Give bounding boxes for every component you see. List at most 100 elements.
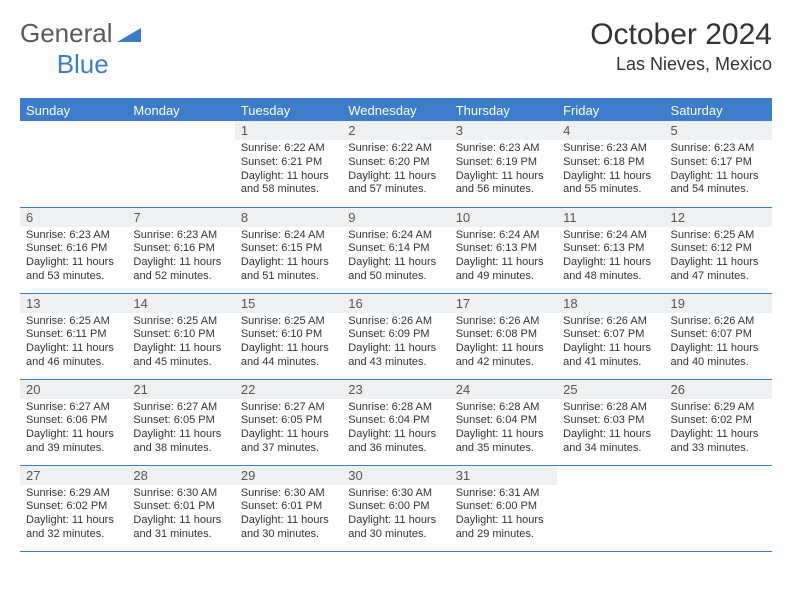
sunrise-text: Sunrise: 6:28 AM	[563, 401, 658, 415]
day-content: Sunrise: 6:29 AMSunset: 6:02 PMDaylight:…	[20, 485, 127, 546]
day-content: Sunrise: 6:28 AMSunset: 6:03 PMDaylight:…	[557, 399, 664, 460]
day-content: Sunrise: 6:23 AMSunset: 6:18 PMDaylight:…	[557, 140, 664, 201]
calendar-cell: 17Sunrise: 6:26 AMSunset: 6:08 PMDayligh…	[450, 293, 557, 379]
day-number: 19	[665, 294, 772, 313]
sunrise-text: Sunrise: 6:25 AM	[241, 315, 336, 329]
day-number: 9	[342, 208, 449, 227]
sunrise-text: Sunrise: 6:26 AM	[563, 315, 658, 329]
day-number: 7	[127, 208, 234, 227]
day-number: 24	[450, 380, 557, 399]
daylight-text: Daylight: 11 hours and 30 minutes.	[241, 514, 336, 542]
calendar-cell: 31Sunrise: 6:31 AMSunset: 6:00 PMDayligh…	[450, 465, 557, 551]
daylight-text: Daylight: 11 hours and 34 minutes.	[563, 428, 658, 456]
day-number: 22	[235, 380, 342, 399]
day-number: 14	[127, 294, 234, 313]
sunrise-text: Sunrise: 6:26 AM	[348, 315, 443, 329]
sunset-text: Sunset: 6:00 PM	[348, 500, 443, 514]
day-content: Sunrise: 6:25 AMSunset: 6:10 PMDaylight:…	[235, 313, 342, 374]
calendar-body: 1Sunrise: 6:22 AMSunset: 6:21 PMDaylight…	[20, 121, 772, 551]
sunset-text: Sunset: 6:05 PM	[133, 414, 228, 428]
calendar-cell: 2Sunrise: 6:22 AMSunset: 6:20 PMDaylight…	[342, 121, 449, 207]
sunrise-text: Sunrise: 6:28 AM	[348, 401, 443, 415]
sunrise-text: Sunrise: 6:28 AM	[456, 401, 551, 415]
day-content: Sunrise: 6:24 AMSunset: 6:15 PMDaylight:…	[235, 227, 342, 288]
day-header: Sunday	[20, 99, 127, 121]
sunrise-text: Sunrise: 6:23 AM	[26, 229, 121, 243]
day-header: Monday	[127, 99, 234, 121]
day-content: Sunrise: 6:26 AMSunset: 6:08 PMDaylight:…	[450, 313, 557, 374]
logo-triangle-icon	[117, 18, 141, 49]
day-number: 4	[557, 121, 664, 140]
sunset-text: Sunset: 6:16 PM	[26, 242, 121, 256]
calendar-cell: 12Sunrise: 6:25 AMSunset: 6:12 PMDayligh…	[665, 207, 772, 293]
day-content: Sunrise: 6:25 AMSunset: 6:11 PMDaylight:…	[20, 313, 127, 374]
day-header: Wednesday	[342, 99, 449, 121]
sunset-text: Sunset: 6:04 PM	[348, 414, 443, 428]
day-content: Sunrise: 6:26 AMSunset: 6:07 PMDaylight:…	[665, 313, 772, 374]
sunrise-text: Sunrise: 6:26 AM	[456, 315, 551, 329]
calendar-cell: 21Sunrise: 6:27 AMSunset: 6:05 PMDayligh…	[127, 379, 234, 465]
day-content: Sunrise: 6:30 AMSunset: 6:00 PMDaylight:…	[342, 485, 449, 546]
daylight-text: Daylight: 11 hours and 33 minutes.	[671, 428, 766, 456]
daylight-text: Daylight: 11 hours and 41 minutes.	[563, 342, 658, 370]
daylight-text: Daylight: 11 hours and 45 minutes.	[133, 342, 228, 370]
sunset-text: Sunset: 6:16 PM	[133, 242, 228, 256]
sunrise-text: Sunrise: 6:23 AM	[133, 229, 228, 243]
page-title: October 2024	[590, 18, 772, 52]
sunset-text: Sunset: 6:07 PM	[671, 328, 766, 342]
day-content: Sunrise: 6:30 AMSunset: 6:01 PMDaylight:…	[127, 485, 234, 546]
day-content: Sunrise: 6:28 AMSunset: 6:04 PMDaylight:…	[342, 399, 449, 460]
day-number: 26	[665, 380, 772, 399]
calendar-cell: 9Sunrise: 6:24 AMSunset: 6:14 PMDaylight…	[342, 207, 449, 293]
sunrise-text: Sunrise: 6:24 AM	[563, 229, 658, 243]
day-number: 13	[20, 294, 127, 313]
day-content: Sunrise: 6:24 AMSunset: 6:13 PMDaylight:…	[557, 227, 664, 288]
day-content: Sunrise: 6:23 AMSunset: 6:16 PMDaylight:…	[127, 227, 234, 288]
calendar-cell: 23Sunrise: 6:28 AMSunset: 6:04 PMDayligh…	[342, 379, 449, 465]
calendar-cell: 20Sunrise: 6:27 AMSunset: 6:06 PMDayligh…	[20, 379, 127, 465]
logo-text-blue: Blue	[57, 49, 109, 80]
sunrise-text: Sunrise: 6:29 AM	[26, 487, 121, 501]
sunset-text: Sunset: 6:11 PM	[26, 328, 121, 342]
calendar-cell: 3Sunrise: 6:23 AMSunset: 6:19 PMDaylight…	[450, 121, 557, 207]
calendar-row: 27Sunrise: 6:29 AMSunset: 6:02 PMDayligh…	[20, 465, 772, 551]
day-number: 3	[450, 121, 557, 140]
daylight-text: Daylight: 11 hours and 38 minutes.	[133, 428, 228, 456]
daylight-text: Daylight: 11 hours and 29 minutes.	[456, 514, 551, 542]
day-content: Sunrise: 6:25 AMSunset: 6:12 PMDaylight:…	[665, 227, 772, 288]
sunset-text: Sunset: 6:06 PM	[26, 414, 121, 428]
logo: General	[20, 18, 143, 49]
calendar-cell: 1Sunrise: 6:22 AMSunset: 6:21 PMDaylight…	[235, 121, 342, 207]
day-number: 27	[20, 466, 127, 485]
calendar-cell: 27Sunrise: 6:29 AMSunset: 6:02 PMDayligh…	[20, 465, 127, 551]
calendar-row: 13Sunrise: 6:25 AMSunset: 6:11 PMDayligh…	[20, 293, 772, 379]
calendar-row: 1Sunrise: 6:22 AMSunset: 6:21 PMDaylight…	[20, 121, 772, 207]
sunrise-text: Sunrise: 6:30 AM	[133, 487, 228, 501]
calendar-cell: 6Sunrise: 6:23 AMSunset: 6:16 PMDaylight…	[20, 207, 127, 293]
sunset-text: Sunset: 6:01 PM	[241, 500, 336, 514]
sunset-text: Sunset: 6:09 PM	[348, 328, 443, 342]
title-block: October 2024 Las Nieves, Mexico	[590, 18, 772, 75]
calendar-cell: 16Sunrise: 6:26 AMSunset: 6:09 PMDayligh…	[342, 293, 449, 379]
calendar-cell	[665, 465, 772, 551]
daylight-text: Daylight: 11 hours and 51 minutes.	[241, 256, 336, 284]
logo-text-general: General	[20, 18, 113, 49]
day-number: 10	[450, 208, 557, 227]
day-number: 12	[665, 208, 772, 227]
sunset-text: Sunset: 6:10 PM	[241, 328, 336, 342]
day-content: Sunrise: 6:26 AMSunset: 6:07 PMDaylight:…	[557, 313, 664, 374]
sunset-text: Sunset: 6:10 PM	[133, 328, 228, 342]
daylight-text: Daylight: 11 hours and 42 minutes.	[456, 342, 551, 370]
day-content: Sunrise: 6:27 AMSunset: 6:05 PMDaylight:…	[235, 399, 342, 460]
daylight-text: Daylight: 11 hours and 49 minutes.	[456, 256, 551, 284]
day-content: Sunrise: 6:30 AMSunset: 6:01 PMDaylight:…	[235, 485, 342, 546]
day-number: 15	[235, 294, 342, 313]
sunset-text: Sunset: 6:05 PM	[241, 414, 336, 428]
day-content: Sunrise: 6:23 AMSunset: 6:19 PMDaylight:…	[450, 140, 557, 201]
sunrise-text: Sunrise: 6:30 AM	[241, 487, 336, 501]
day-number: 25	[557, 380, 664, 399]
day-number: 21	[127, 380, 234, 399]
day-header: Thursday	[450, 99, 557, 121]
day-number: 30	[342, 466, 449, 485]
calendar-table: Sunday Monday Tuesday Wednesday Thursday…	[20, 98, 772, 552]
